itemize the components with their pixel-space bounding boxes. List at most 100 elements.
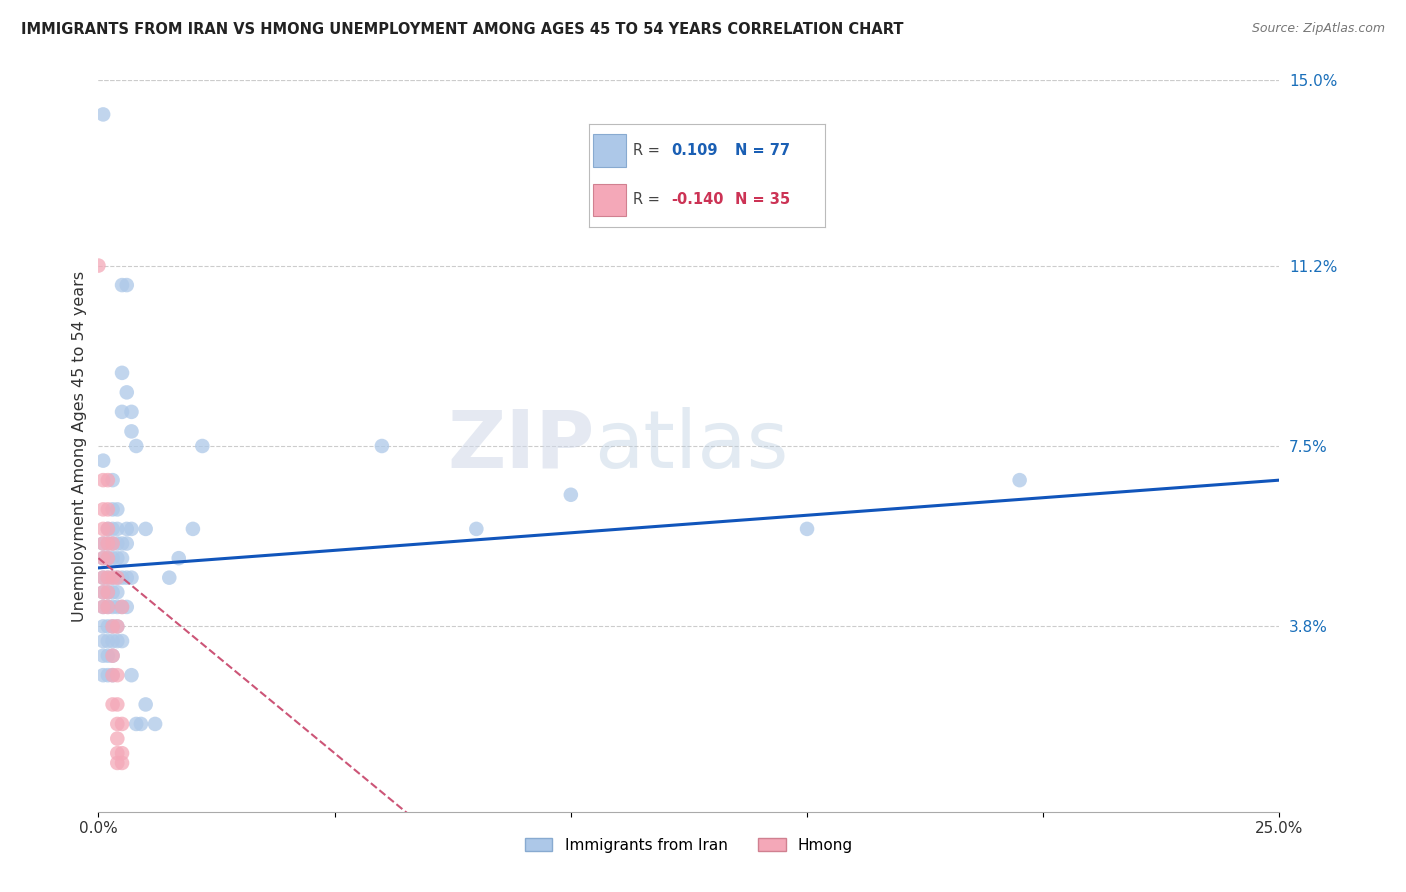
- Point: [105, 731, 128, 746]
- Legend: Immigrants from Iran, Hmong: Immigrants from Iran, Hmong: [519, 831, 859, 859]
- Point: [105, 634, 128, 648]
- Point: [105, 551, 128, 566]
- Point: [97, 619, 120, 633]
- Point: [105, 571, 128, 585]
- Point: [191, 439, 214, 453]
- Point: [91, 551, 114, 566]
- Point: [97, 536, 120, 550]
- Point: [560, 488, 582, 502]
- Point: [135, 698, 157, 712]
- Point: [105, 756, 128, 770]
- Point: [105, 668, 128, 682]
- Point: [91, 571, 114, 585]
- Point: [97, 668, 120, 682]
- Point: [97, 599, 120, 614]
- Point: [105, 698, 128, 712]
- Point: [465, 522, 488, 536]
- Point: [111, 571, 134, 585]
- Point: [111, 599, 134, 614]
- Point: [91, 634, 114, 648]
- Point: [97, 502, 120, 516]
- Point: [129, 717, 152, 731]
- Point: [91, 648, 114, 663]
- Point: [91, 473, 114, 487]
- Point: [101, 585, 124, 599]
- Point: [125, 717, 148, 731]
- Point: [115, 522, 138, 536]
- Point: [105, 619, 128, 633]
- Point: [97, 585, 120, 599]
- Point: [105, 571, 128, 585]
- Point: [97, 551, 120, 566]
- Point: [97, 522, 120, 536]
- Point: [121, 571, 143, 585]
- Point: [121, 668, 143, 682]
- Point: [143, 717, 166, 731]
- Point: [105, 522, 128, 536]
- Point: [101, 536, 124, 550]
- Point: [111, 278, 134, 293]
- Point: [91, 619, 114, 633]
- Point: [97, 473, 120, 487]
- Point: [101, 668, 124, 682]
- Point: [91, 571, 114, 585]
- Point: [167, 551, 190, 566]
- Point: [91, 668, 114, 682]
- Point: [101, 551, 124, 566]
- Point: [121, 425, 143, 439]
- Point: [111, 366, 134, 380]
- Point: [97, 585, 120, 599]
- Point: [91, 536, 114, 550]
- Point: [91, 551, 114, 566]
- Point: [1008, 473, 1031, 487]
- Point: [115, 599, 138, 614]
- Point: [105, 746, 128, 760]
- Point: [97, 522, 120, 536]
- Point: [105, 536, 128, 550]
- Point: [91, 599, 114, 614]
- Point: [121, 522, 143, 536]
- Point: [91, 453, 114, 467]
- Point: [101, 619, 124, 633]
- Point: [101, 648, 124, 663]
- Point: [105, 599, 128, 614]
- Point: [91, 585, 114, 599]
- Text: ZIP: ZIP: [447, 407, 595, 485]
- Point: [111, 756, 134, 770]
- Point: [91, 585, 114, 599]
- Point: [125, 439, 148, 453]
- Point: [101, 571, 124, 585]
- Y-axis label: Unemployment Among Ages 45 to 54 years: Unemployment Among Ages 45 to 54 years: [72, 270, 87, 622]
- Point: [101, 522, 124, 536]
- Point: [121, 405, 143, 419]
- Point: [101, 536, 124, 550]
- Point: [97, 571, 120, 585]
- Point: [91, 536, 114, 550]
- Point: [111, 634, 134, 648]
- Text: IMMIGRANTS FROM IRAN VS HMONG UNEMPLOYMENT AMONG AGES 45 TO 54 YEARS CORRELATION: IMMIGRANTS FROM IRAN VS HMONG UNEMPLOYME…: [21, 22, 904, 37]
- Point: [101, 648, 124, 663]
- Point: [115, 385, 138, 400]
- Point: [101, 619, 124, 633]
- Point: [371, 439, 394, 453]
- Point: [111, 405, 134, 419]
- Point: [796, 522, 818, 536]
- Point: [111, 717, 134, 731]
- Point: [101, 668, 124, 682]
- Point: [97, 551, 120, 566]
- Point: [135, 522, 157, 536]
- Text: Source: ZipAtlas.com: Source: ZipAtlas.com: [1251, 22, 1385, 36]
- Point: [105, 585, 128, 599]
- Point: [115, 571, 138, 585]
- Point: [97, 571, 120, 585]
- Point: [91, 522, 114, 536]
- Point: [105, 502, 128, 516]
- Point: [91, 107, 114, 121]
- Point: [105, 717, 128, 731]
- Point: [97, 536, 120, 550]
- Point: [157, 571, 180, 585]
- Point: [105, 619, 128, 633]
- Point: [91, 502, 114, 516]
- Point: [111, 746, 134, 760]
- Point: [101, 634, 124, 648]
